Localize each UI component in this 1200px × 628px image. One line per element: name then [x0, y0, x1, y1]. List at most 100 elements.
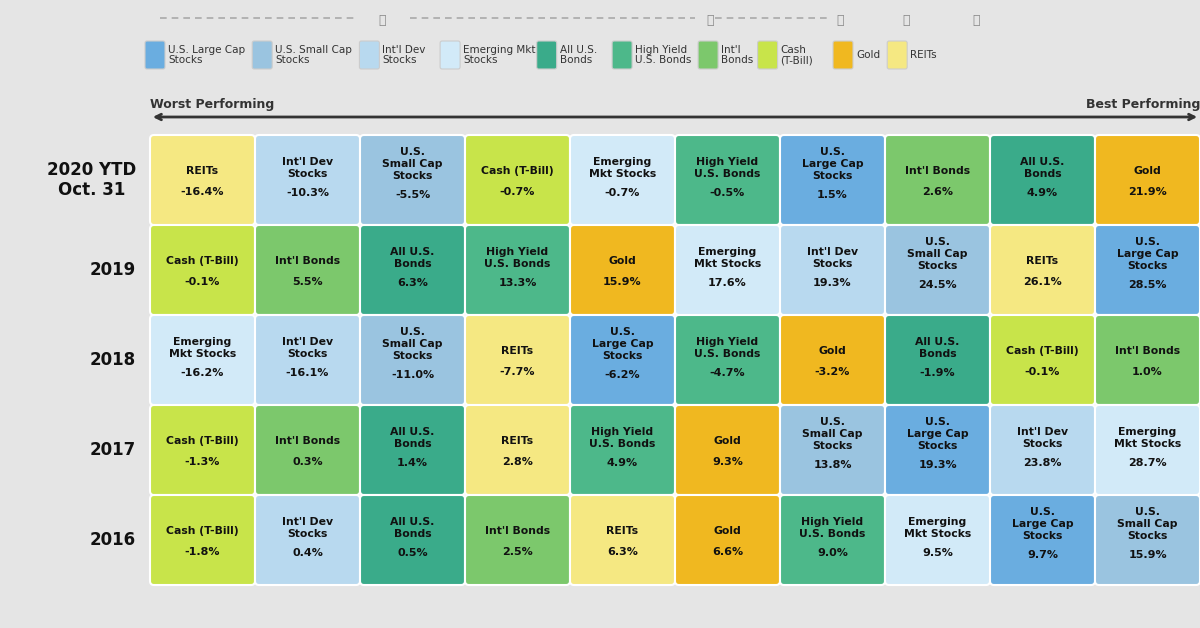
Text: 0.4%: 0.4% [292, 548, 323, 558]
FancyBboxPatch shape [256, 405, 360, 495]
Text: 26.1%: 26.1% [1024, 277, 1062, 287]
FancyBboxPatch shape [466, 225, 570, 315]
FancyBboxPatch shape [990, 135, 1096, 225]
FancyBboxPatch shape [256, 135, 360, 225]
FancyBboxPatch shape [886, 315, 990, 405]
Text: Gold: Gold [1134, 166, 1162, 176]
Text: 1.5%: 1.5% [817, 190, 848, 200]
Text: U.S.
Small Cap
Stocks: U.S. Small Cap Stocks [383, 148, 443, 181]
FancyBboxPatch shape [440, 41, 460, 69]
FancyBboxPatch shape [757, 41, 778, 69]
Text: 6.6%: 6.6% [712, 547, 743, 557]
Text: U.S.
Large Cap
Stocks: U.S. Large Cap Stocks [907, 418, 968, 451]
Text: Gold: Gold [818, 346, 846, 356]
Text: 21.9%: 21.9% [1128, 187, 1166, 197]
Text: 🏠: 🏠 [972, 13, 979, 26]
FancyBboxPatch shape [780, 225, 886, 315]
Text: 1.0%: 1.0% [1132, 367, 1163, 377]
Text: 9.3%: 9.3% [712, 457, 743, 467]
Text: Cash (T-Bill): Cash (T-Bill) [1006, 346, 1079, 356]
Text: 2.6%: 2.6% [922, 187, 953, 197]
FancyBboxPatch shape [252, 41, 272, 69]
FancyBboxPatch shape [150, 135, 256, 225]
Text: REITs: REITs [502, 436, 534, 446]
FancyBboxPatch shape [674, 495, 780, 585]
FancyBboxPatch shape [570, 135, 674, 225]
Text: 9.5%: 9.5% [922, 548, 953, 558]
FancyBboxPatch shape [570, 405, 674, 495]
Text: Best Performing: Best Performing [1086, 98, 1200, 111]
FancyBboxPatch shape [1096, 135, 1200, 225]
Text: Emerging
Mkt Stocks: Emerging Mkt Stocks [169, 337, 236, 359]
Text: All U.S.
Bonds: All U.S. Bonds [390, 247, 434, 269]
FancyBboxPatch shape [466, 135, 570, 225]
Text: 2.8%: 2.8% [502, 457, 533, 467]
FancyBboxPatch shape [886, 495, 990, 585]
Text: Gold: Gold [714, 526, 742, 536]
FancyBboxPatch shape [150, 225, 256, 315]
Text: -16.2%: -16.2% [181, 368, 224, 378]
Text: All U.S.
Bonds: All U.S. Bonds [1020, 157, 1064, 179]
Text: -11.0%: -11.0% [391, 370, 434, 380]
Text: High Yield
U.S. Bonds: High Yield U.S. Bonds [635, 45, 691, 65]
FancyBboxPatch shape [360, 135, 466, 225]
Text: Emerging
Mkt Stocks: Emerging Mkt Stocks [904, 517, 971, 539]
FancyBboxPatch shape [360, 41, 379, 69]
Text: -0.7%: -0.7% [500, 187, 535, 197]
Text: REITs: REITs [502, 346, 534, 356]
FancyBboxPatch shape [990, 405, 1096, 495]
Text: Int'l Dev
Stocks: Int'l Dev Stocks [282, 157, 334, 179]
FancyBboxPatch shape [833, 41, 853, 69]
Text: 2.5%: 2.5% [502, 547, 533, 557]
FancyBboxPatch shape [570, 315, 674, 405]
Text: Int'l Dev
Stocks: Int'l Dev Stocks [1016, 427, 1068, 449]
Text: 15.9%: 15.9% [1128, 550, 1166, 560]
FancyBboxPatch shape [674, 315, 780, 405]
FancyBboxPatch shape [1096, 315, 1200, 405]
Text: Int'l
Bonds: Int'l Bonds [721, 45, 754, 65]
Text: 0.5%: 0.5% [397, 548, 428, 558]
FancyBboxPatch shape [150, 405, 256, 495]
Text: U.S. Small Cap
Stocks: U.S. Small Cap Stocks [275, 45, 352, 65]
Text: Emerging Mkt
Stocks: Emerging Mkt Stocks [463, 45, 535, 65]
FancyBboxPatch shape [360, 405, 466, 495]
Text: All U.S.
Bonds: All U.S. Bonds [390, 517, 434, 539]
FancyBboxPatch shape [536, 41, 557, 69]
FancyBboxPatch shape [990, 315, 1096, 405]
FancyBboxPatch shape [886, 135, 990, 225]
FancyBboxPatch shape [886, 405, 990, 495]
FancyBboxPatch shape [1096, 495, 1200, 585]
Text: 19.3%: 19.3% [918, 460, 956, 470]
FancyBboxPatch shape [780, 405, 886, 495]
Text: -6.2%: -6.2% [605, 370, 641, 380]
Text: All U.S.
Bonds: All U.S. Bonds [916, 337, 960, 359]
FancyBboxPatch shape [990, 495, 1096, 585]
Text: Int'l Dev
Stocks: Int'l Dev Stocks [282, 337, 334, 359]
Text: 13.3%: 13.3% [498, 278, 536, 288]
Text: 5.5%: 5.5% [292, 277, 323, 287]
Text: 15.9%: 15.9% [604, 277, 642, 287]
Text: Int'l Bonds: Int'l Bonds [485, 526, 550, 536]
Text: U.S.
Large Cap
Stocks: U.S. Large Cap Stocks [802, 148, 863, 181]
Text: REITs: REITs [910, 50, 937, 60]
Text: Int'l Dev
Stocks: Int'l Dev Stocks [383, 45, 426, 65]
Text: High Yield
U.S. Bonds: High Yield U.S. Bonds [695, 157, 761, 179]
Text: -3.2%: -3.2% [815, 367, 850, 377]
Text: High Yield
U.S. Bonds: High Yield U.S. Bonds [799, 517, 865, 539]
Text: 📊: 📊 [378, 13, 385, 26]
Text: 28.7%: 28.7% [1128, 458, 1166, 468]
Text: High Yield
U.S. Bonds: High Yield U.S. Bonds [695, 337, 761, 359]
Text: Worst Performing: Worst Performing [150, 98, 275, 111]
Text: Cash (T-Bill): Cash (T-Bill) [166, 526, 239, 536]
Text: Gold: Gold [714, 436, 742, 446]
Text: U.S.
Large Cap
Stocks: U.S. Large Cap Stocks [592, 327, 653, 360]
Text: All U.S.
Bonds: All U.S. Bonds [559, 45, 596, 65]
Text: Cash
(T-Bill): Cash (T-Bill) [780, 45, 814, 65]
Text: 💰: 💰 [836, 13, 844, 26]
Text: REITs: REITs [1026, 256, 1058, 266]
Text: Int'l Dev
Stocks: Int'l Dev Stocks [282, 517, 334, 539]
FancyBboxPatch shape [570, 225, 674, 315]
Text: 2018: 2018 [90, 351, 136, 369]
Text: U.S.
Large Cap
Stocks: U.S. Large Cap Stocks [1117, 237, 1178, 271]
FancyBboxPatch shape [466, 405, 570, 495]
